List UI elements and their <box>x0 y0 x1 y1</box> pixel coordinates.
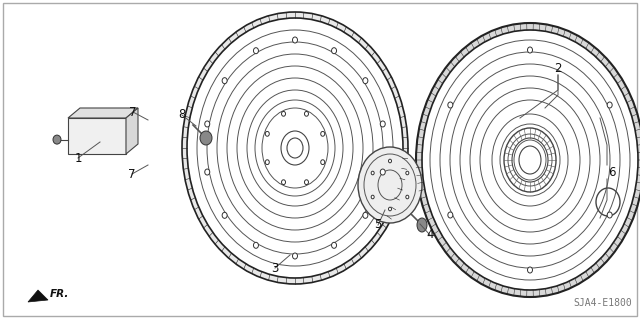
Ellipse shape <box>292 37 298 43</box>
Ellipse shape <box>607 212 612 218</box>
Ellipse shape <box>222 212 227 218</box>
Ellipse shape <box>380 121 385 127</box>
Ellipse shape <box>253 48 259 54</box>
Text: 6: 6 <box>608 166 616 179</box>
Ellipse shape <box>282 111 285 116</box>
Text: SJA4-E1800: SJA4-E1800 <box>573 298 632 308</box>
Ellipse shape <box>448 212 453 218</box>
Text: 7: 7 <box>128 167 136 181</box>
Ellipse shape <box>527 267 532 273</box>
Ellipse shape <box>363 212 368 218</box>
Polygon shape <box>28 290 48 302</box>
Ellipse shape <box>321 131 324 136</box>
Ellipse shape <box>305 180 308 185</box>
Text: 2: 2 <box>554 62 562 75</box>
Text: 5: 5 <box>374 219 381 232</box>
Ellipse shape <box>363 78 368 84</box>
Polygon shape <box>126 108 138 154</box>
Ellipse shape <box>380 169 385 175</box>
Text: 7: 7 <box>129 106 137 118</box>
Text: 8: 8 <box>179 108 186 122</box>
Ellipse shape <box>416 23 640 297</box>
Ellipse shape <box>388 207 392 211</box>
Ellipse shape <box>448 102 453 108</box>
Ellipse shape <box>182 12 408 284</box>
Ellipse shape <box>371 195 374 199</box>
Ellipse shape <box>406 195 409 199</box>
Ellipse shape <box>321 160 324 165</box>
Ellipse shape <box>222 78 227 84</box>
Ellipse shape <box>417 218 427 232</box>
Ellipse shape <box>282 180 285 185</box>
Ellipse shape <box>332 48 337 54</box>
Ellipse shape <box>266 131 269 136</box>
Ellipse shape <box>205 121 210 127</box>
Polygon shape <box>68 108 138 118</box>
Ellipse shape <box>422 30 638 290</box>
Ellipse shape <box>527 47 532 53</box>
Text: FR.: FR. <box>50 289 69 299</box>
Ellipse shape <box>205 169 210 175</box>
Ellipse shape <box>406 171 409 175</box>
Ellipse shape <box>292 253 298 259</box>
Text: 4: 4 <box>426 228 434 241</box>
Ellipse shape <box>253 242 259 248</box>
Ellipse shape <box>371 171 374 175</box>
Ellipse shape <box>305 111 308 116</box>
Ellipse shape <box>388 159 392 163</box>
Text: 3: 3 <box>271 262 278 275</box>
Ellipse shape <box>266 160 269 165</box>
Ellipse shape <box>358 147 422 223</box>
Text: 1: 1 <box>74 152 82 165</box>
Ellipse shape <box>332 242 337 248</box>
Ellipse shape <box>200 131 212 145</box>
Ellipse shape <box>187 18 403 278</box>
Ellipse shape <box>607 102 612 108</box>
Ellipse shape <box>53 135 61 144</box>
Polygon shape <box>68 118 126 154</box>
